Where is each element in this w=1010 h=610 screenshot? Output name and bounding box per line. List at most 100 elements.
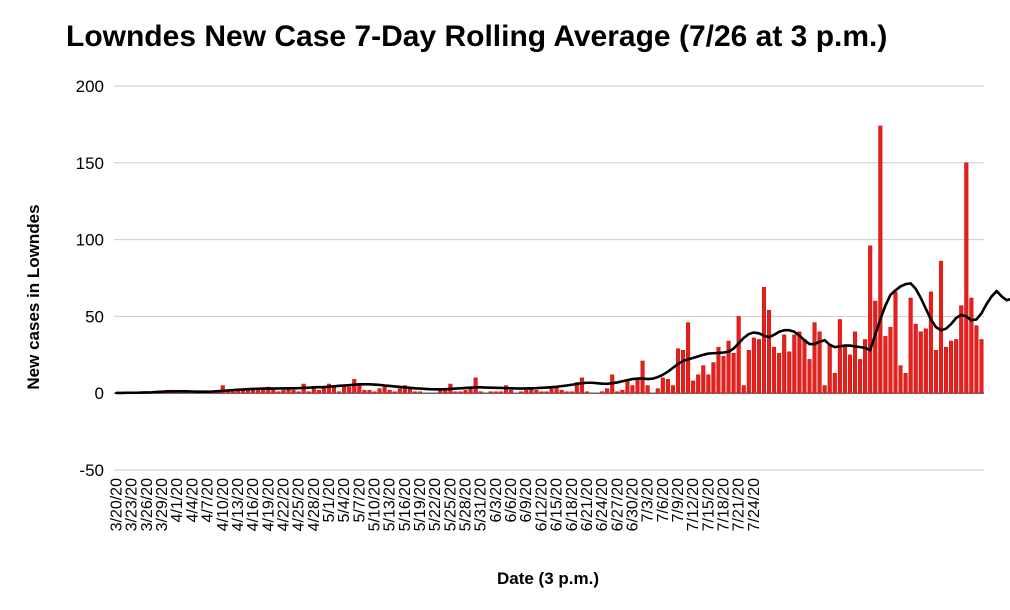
bar	[524, 389, 529, 394]
bar	[726, 340, 731, 394]
bar	[579, 377, 584, 394]
bar	[949, 340, 954, 394]
bar	[873, 300, 878, 394]
bar	[402, 385, 407, 394]
bar	[372, 391, 377, 394]
bar	[246, 389, 251, 394]
bar	[696, 374, 701, 394]
bar	[741, 385, 746, 394]
bar	[584, 391, 589, 394]
bar	[488, 391, 493, 394]
bar	[276, 391, 281, 394]
bar	[220, 385, 225, 394]
chart-title: Lowndes New Case 7-Day Rolling Average (…	[66, 20, 888, 53]
bar	[544, 391, 549, 394]
bar	[777, 353, 782, 394]
x-tick-label: 4/22/20	[275, 478, 292, 531]
x-tick-label: 5/22/20	[427, 478, 444, 531]
bar	[827, 343, 832, 394]
bar	[347, 386, 352, 394]
y-tick-label: 100	[76, 231, 104, 250]
bar	[701, 365, 706, 394]
bar	[326, 383, 331, 394]
bar	[549, 388, 554, 394]
bar	[281, 389, 286, 394]
y-tick-label: -50	[79, 461, 104, 480]
bar	[630, 385, 635, 394]
x-tick-label: 4/28/20	[306, 478, 323, 531]
bar	[458, 391, 463, 394]
bar	[923, 328, 928, 394]
bar	[367, 389, 372, 394]
bar	[453, 391, 458, 394]
bar	[812, 322, 817, 394]
bar	[842, 346, 847, 394]
bar	[751, 337, 756, 394]
x-tick-label: 6/18/20	[564, 478, 581, 531]
x-tick-label: 6/12/20	[533, 478, 550, 531]
bar	[675, 348, 681, 394]
x-tick-label: 4/7/20	[200, 478, 217, 523]
bar	[913, 323, 918, 394]
bar	[767, 310, 772, 394]
bar	[600, 391, 605, 394]
bar	[271, 389, 276, 394]
bar	[352, 379, 357, 394]
bar	[362, 389, 367, 394]
bar	[645, 385, 650, 394]
bar	[903, 373, 908, 394]
x-tick-label: 5/4/20	[336, 478, 353, 523]
rolling-average-series	[115, 282, 1010, 395]
bar	[772, 346, 777, 394]
y-tick-label: 50	[85, 307, 104, 326]
bar	[625, 380, 630, 394]
y-tick-label: 0	[95, 384, 104, 403]
bar	[519, 391, 524, 394]
x-tick-label: 7/15/20	[700, 478, 717, 531]
bar	[721, 356, 726, 394]
x-tick-label: 5/28/20	[458, 478, 475, 531]
x-tick-label: 6/15/20	[549, 478, 566, 531]
bar	[706, 374, 711, 394]
bar	[539, 391, 544, 394]
bar	[412, 391, 417, 394]
bar	[944, 346, 949, 394]
bar	[908, 297, 913, 394]
bar	[266, 386, 271, 394]
bar	[928, 291, 933, 394]
rolling-average-line	[115, 282, 1010, 395]
bar	[417, 391, 423, 394]
x-tick-label: 7/9/20	[670, 478, 687, 523]
y-tick-label: 200	[76, 77, 104, 96]
bar	[620, 389, 625, 394]
bar	[792, 334, 797, 394]
x-tick-label: 3/23/20	[124, 478, 141, 531]
x-axis-label: Date (3 p.m.)	[496, 569, 600, 588]
bar	[782, 334, 787, 394]
bar	[509, 389, 514, 394]
x-tick-label: 5/13/20	[382, 478, 399, 531]
bar	[837, 319, 842, 394]
bar	[893, 291, 898, 394]
x-tick-label: 4/19/20	[260, 478, 277, 531]
bar	[397, 388, 402, 394]
bar	[868, 245, 873, 394]
bar	[337, 391, 342, 394]
x-tick-label: 5/10/20	[366, 478, 383, 531]
bar	[291, 389, 296, 394]
bar	[852, 331, 858, 394]
bar	[933, 349, 938, 394]
x-tick-label: 5/7/20	[351, 478, 368, 523]
bar	[883, 336, 888, 394]
bar	[387, 389, 392, 394]
bar	[670, 385, 675, 394]
x-tick-label: 7/21/20	[731, 478, 748, 531]
bar	[817, 331, 822, 394]
bar	[969, 297, 974, 394]
bar	[311, 388, 316, 394]
bar	[691, 380, 696, 394]
x-tick-label: 3/29/20	[154, 478, 171, 531]
bar	[251, 389, 256, 394]
bar	[736, 316, 741, 394]
bar	[847, 354, 852, 394]
